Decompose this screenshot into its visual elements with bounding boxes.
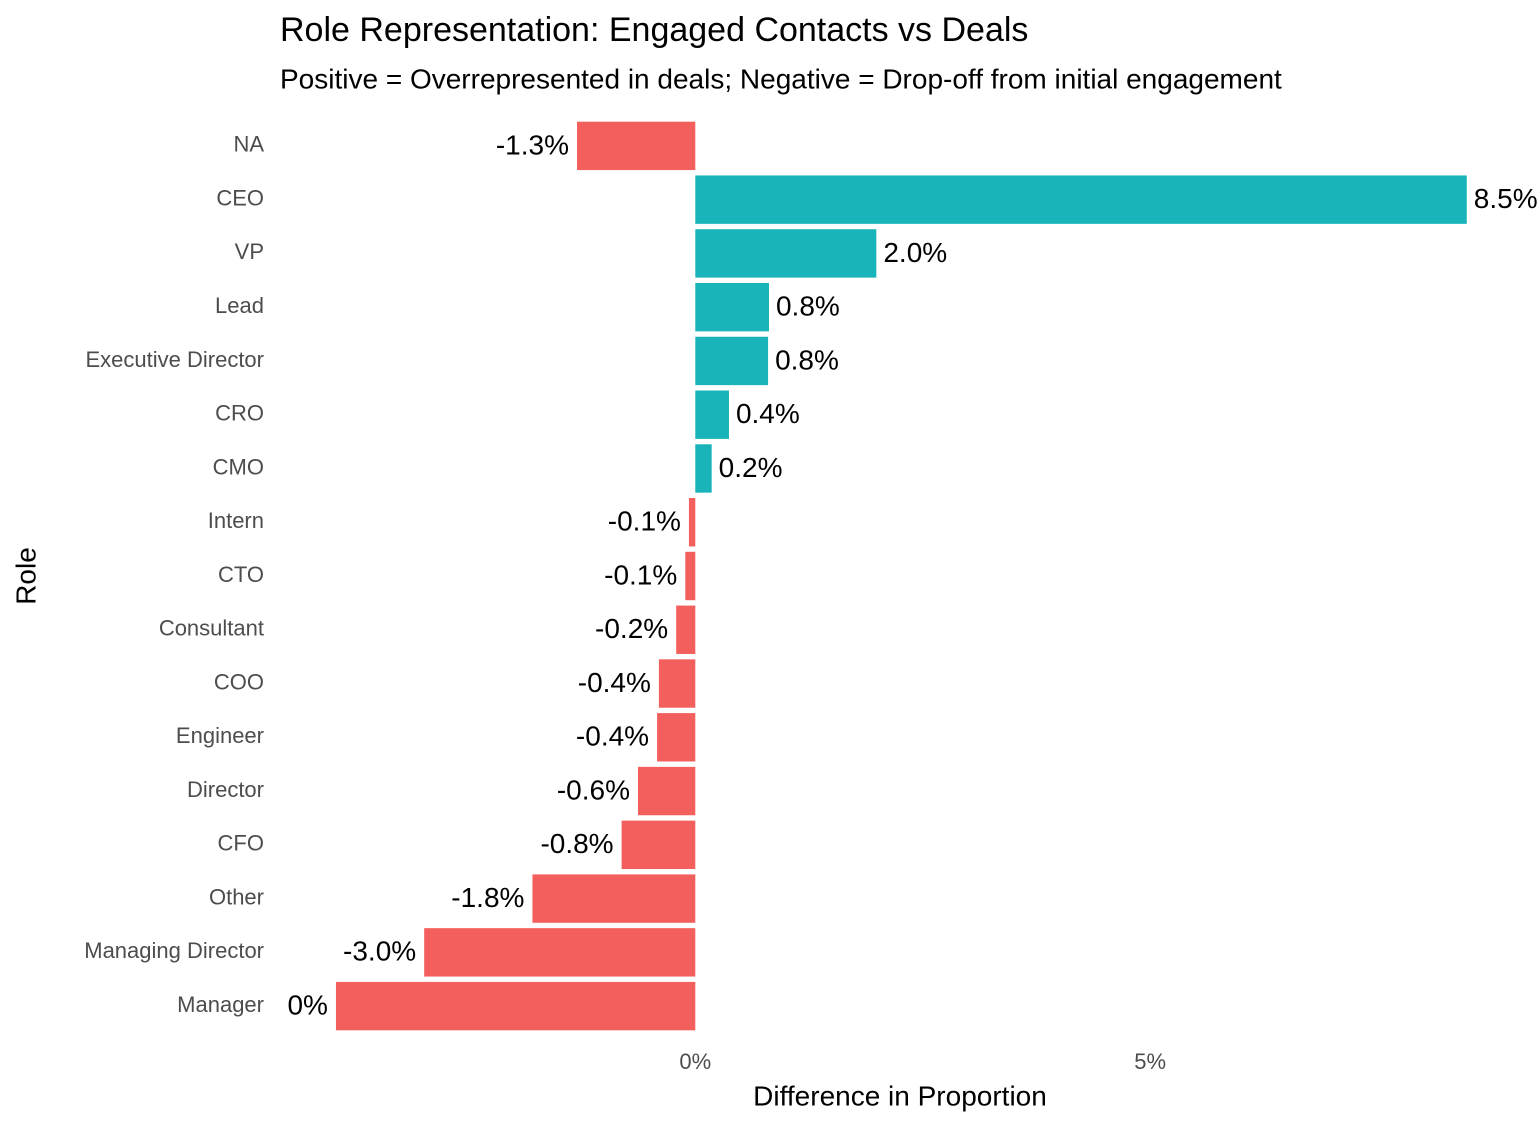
y-tick-label: Lead — [215, 293, 264, 318]
y-tick-label: CEO — [216, 185, 264, 210]
value-label: -0.6% — [557, 774, 630, 805]
y-axis-title: Role — [10, 547, 41, 605]
x-tick-label: 0% — [679, 1049, 711, 1074]
bar — [695, 282, 769, 332]
value-label: 0% — [287, 990, 327, 1021]
value-label: 0.8% — [776, 291, 840, 322]
bar — [532, 874, 696, 923]
bar — [676, 605, 696, 654]
bar — [695, 336, 769, 386]
bar — [688, 498, 696, 547]
y-tick-label: Other — [209, 884, 264, 909]
bar — [695, 175, 1467, 224]
bar — [695, 229, 877, 278]
y-tick-label: CMO — [213, 454, 264, 479]
bar — [695, 390, 729, 439]
chart-subtitle: Positive = Overrepresented in deals; Neg… — [280, 63, 1282, 94]
y-tick-label: Manager — [177, 992, 264, 1017]
value-label: -0.1% — [608, 506, 681, 537]
y-tick-label: CFO — [218, 831, 264, 856]
value-label: -1.3% — [496, 129, 569, 160]
value-label: 0.2% — [719, 452, 783, 483]
value-label: 0.4% — [736, 398, 800, 429]
bar — [424, 928, 696, 977]
bar — [577, 121, 696, 171]
y-tick-label: Director — [187, 777, 264, 802]
y-tick-label: Engineer — [176, 723, 264, 748]
y-tick-label: Consultant — [159, 616, 264, 641]
bar — [621, 820, 696, 870]
bar — [335, 981, 696, 1031]
y-tick-label: COO — [214, 669, 264, 694]
bar — [657, 713, 696, 762]
y-tick-label: VP — [235, 239, 264, 264]
y-tick-label: CRO — [215, 401, 264, 426]
bar — [658, 659, 696, 708]
value-label: 0.8% — [775, 344, 839, 375]
value-label: -0.1% — [604, 559, 677, 590]
bar — [637, 766, 696, 816]
value-label: -0.2% — [595, 613, 668, 644]
chart-title: Role Representation: Engaged Contacts vs… — [280, 11, 1028, 49]
y-tick-label: Intern — [208, 508, 264, 533]
value-label: 8.5% — [1474, 183, 1538, 214]
y-tick-label: Managing Director — [84, 938, 264, 963]
value-label: -3.0% — [343, 936, 416, 967]
x-tick-label: 5% — [1134, 1049, 1166, 1074]
value-label: -0.8% — [540, 828, 613, 859]
bar — [695, 444, 712, 493]
x-axis-title: Difference in Proportion — [753, 1080, 1047, 1111]
bar — [685, 551, 696, 601]
value-label: 2.0% — [883, 237, 947, 268]
value-label: -1.8% — [451, 882, 524, 913]
y-tick-label: CTO — [218, 562, 264, 587]
y-tick-label: Executive Director — [85, 347, 264, 372]
value-label: -0.4% — [578, 667, 651, 698]
value-label: -0.4% — [576, 721, 649, 752]
y-tick-label: NA — [233, 132, 264, 157]
